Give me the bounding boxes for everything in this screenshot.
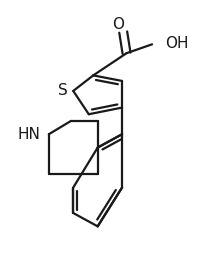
- Text: OH: OH: [165, 36, 189, 51]
- Text: O: O: [112, 17, 124, 32]
- Text: S: S: [58, 83, 67, 98]
- Text: HN: HN: [17, 127, 40, 142]
